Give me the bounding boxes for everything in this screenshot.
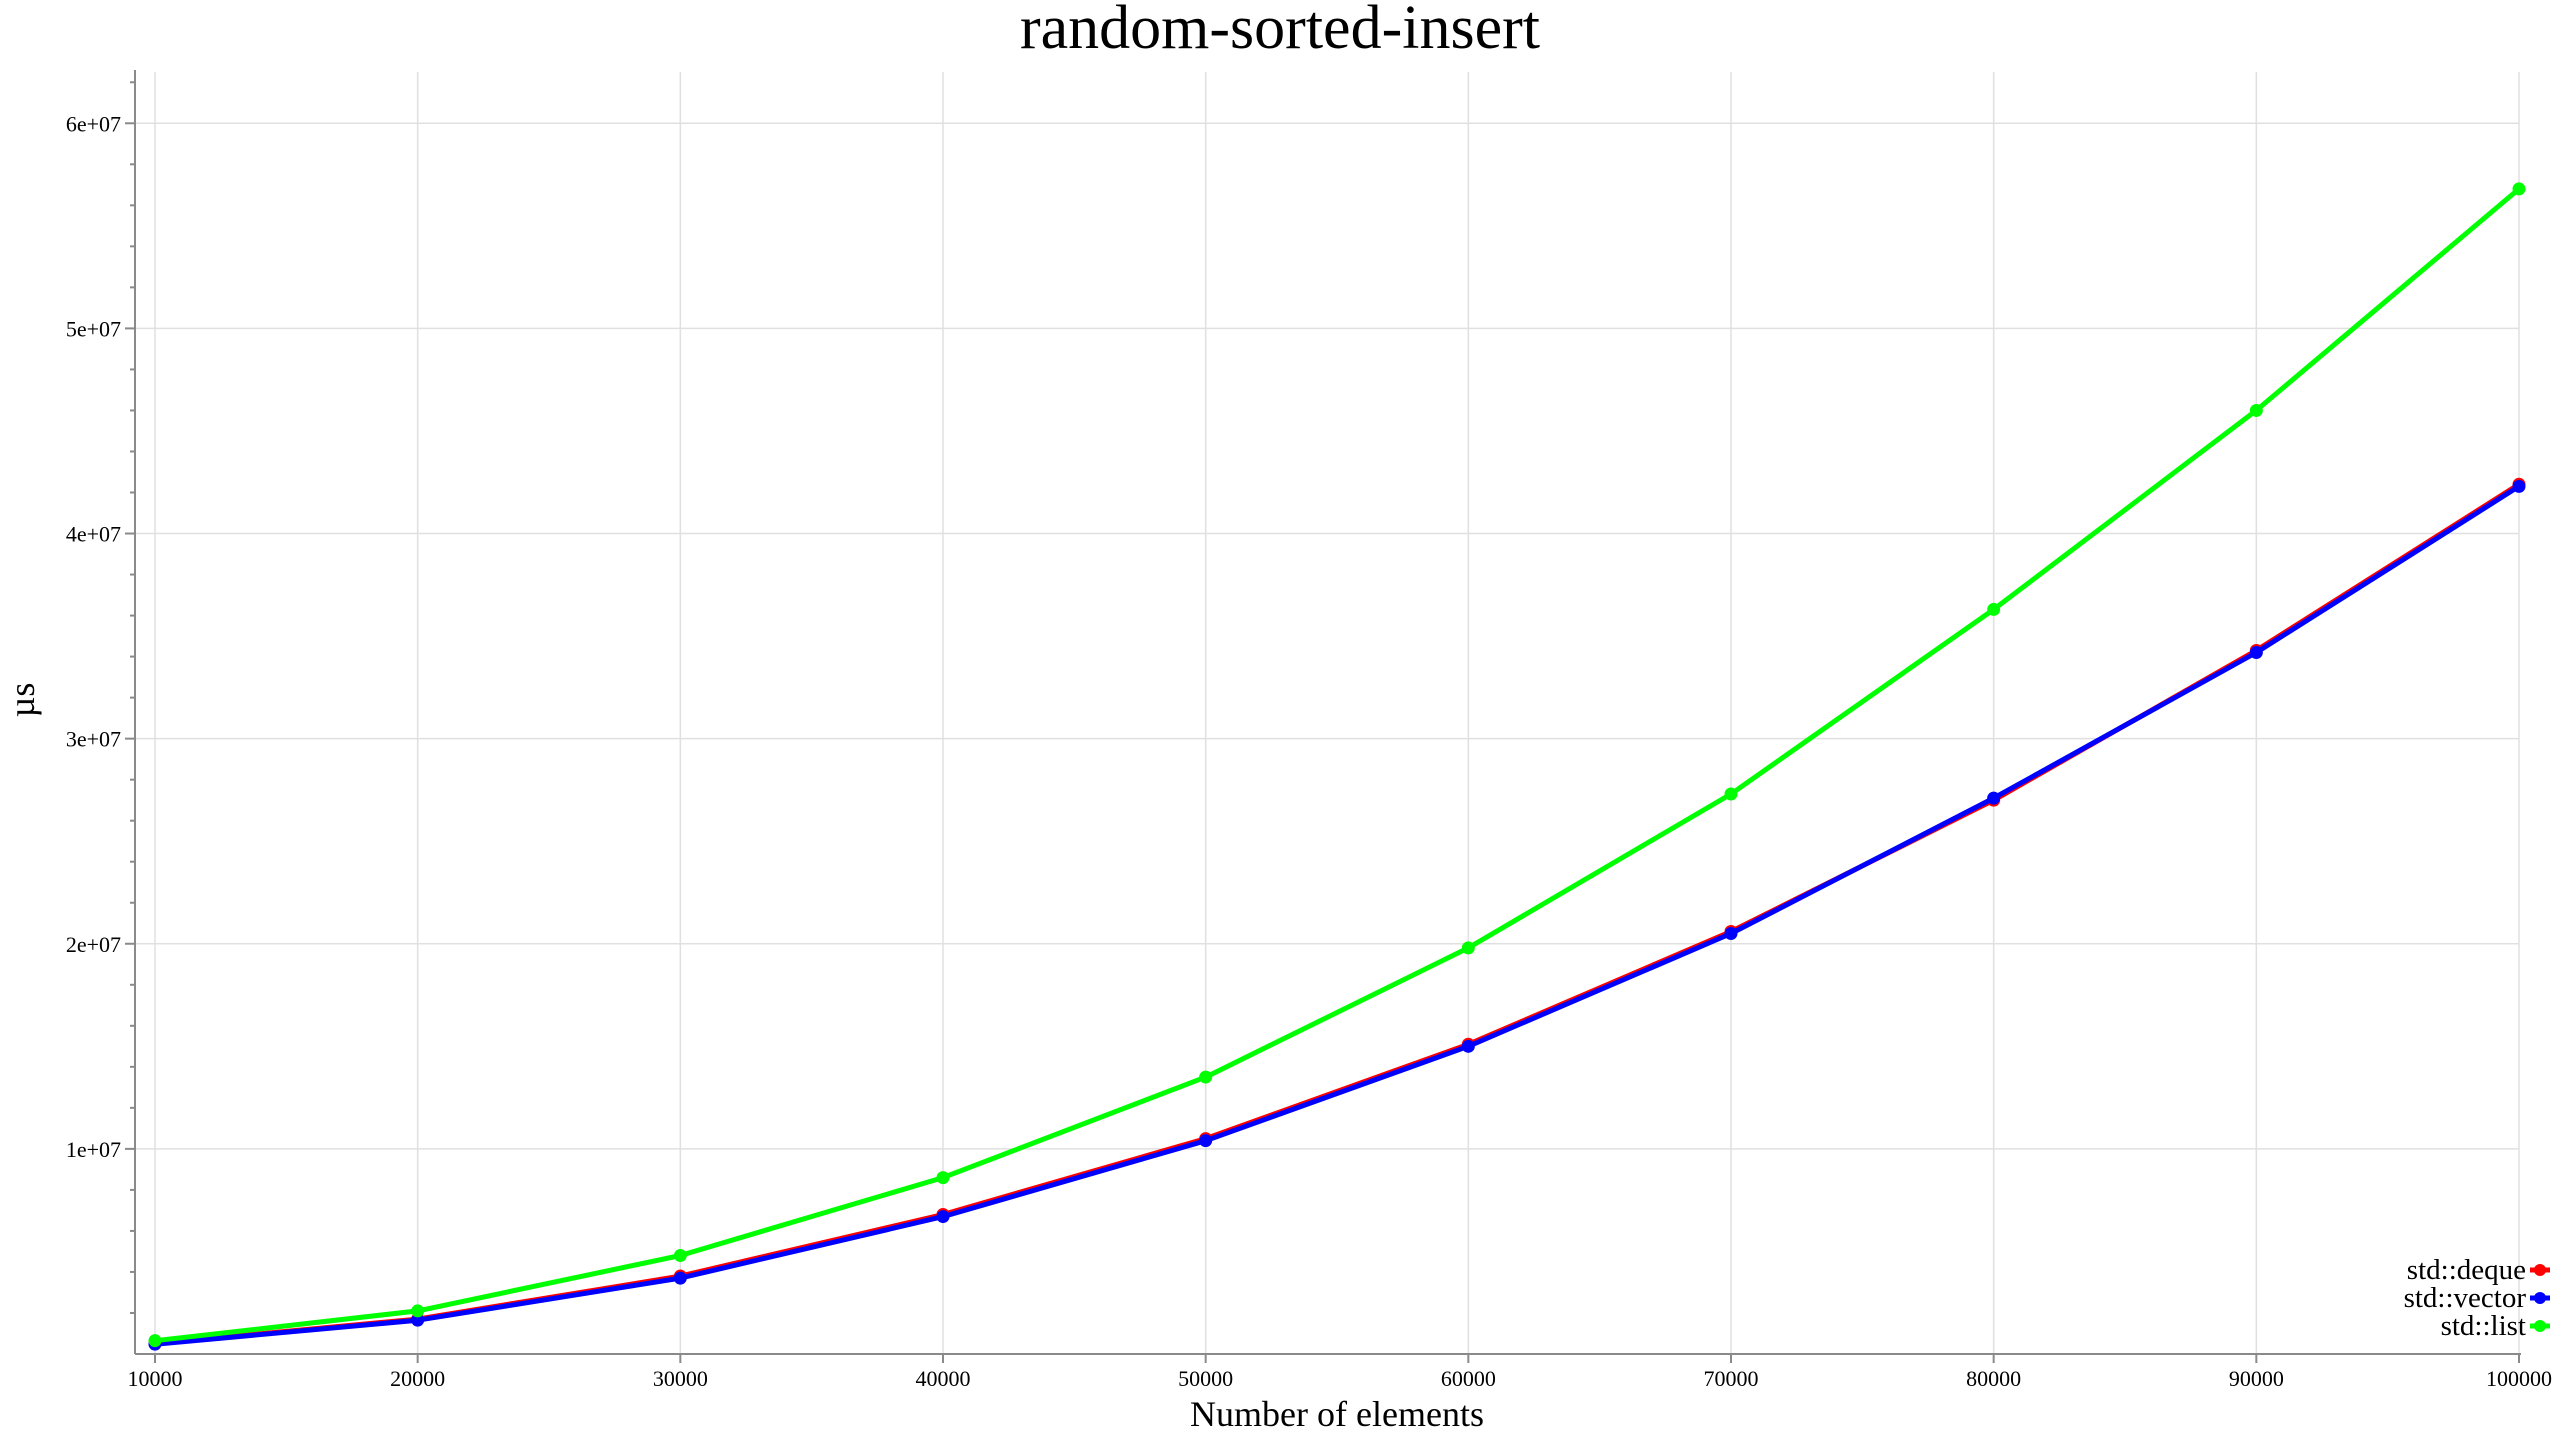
y-tick-label: 1e+07 <box>66 1137 121 1162</box>
chart-title: random-sorted-insert <box>1020 0 1540 62</box>
legend-label: std::vector <box>2404 1282 2527 1314</box>
data-point <box>2249 403 2263 417</box>
y-tick-label: 2e+07 <box>66 932 121 957</box>
x-tick-label: 60000 <box>1441 1366 1496 1391</box>
legend-item: std::list <box>2441 1310 2550 1342</box>
axes: 10000 20000 30000 40000 50000 60000 70000 80000… <box>66 70 2552 1391</box>
data-point <box>936 1171 950 1185</box>
x-tick-label: 70000 <box>1704 1366 1759 1391</box>
data-point <box>1987 791 2001 805</box>
x-tick-label: 20000 <box>390 1366 445 1391</box>
data-point <box>148 1334 162 1348</box>
data-point <box>1199 1134 1213 1148</box>
data-point <box>1461 941 1475 955</box>
data-series <box>148 182 2526 1351</box>
series-2 <box>148 182 2526 1348</box>
data-point <box>2249 645 2263 659</box>
y-tick-label: 4e+07 <box>66 522 121 547</box>
data-point <box>2512 182 2526 196</box>
data-point <box>411 1304 425 1318</box>
data-point <box>1987 602 2001 616</box>
y-tick-label: 5e+07 <box>66 316 121 341</box>
legend-label: std::deque <box>2407 1254 2526 1286</box>
series-line <box>152 481 2522 1347</box>
data-point <box>411 1313 425 1327</box>
x-tick-label: 30000 <box>653 1366 708 1391</box>
series-1 <box>148 479 2526 1351</box>
data-point <box>1724 787 1738 801</box>
x-tick-label: 50000 <box>1178 1366 1233 1391</box>
x-tick-label: 10000 <box>128 1366 183 1391</box>
legend-item: std::deque <box>2407 1254 2550 1286</box>
x-tick-label: 100000 <box>2486 1366 2552 1391</box>
series-line <box>152 483 2522 1347</box>
y-tick-label: 3e+07 <box>66 727 121 752</box>
legend-swatch-point <box>2534 1320 2546 1332</box>
grid-lines <box>135 72 2520 1354</box>
x-tick-label: 40000 <box>916 1366 971 1391</box>
x-tick-label: 90000 <box>2229 1366 2284 1391</box>
legend-swatch-point <box>2534 1264 2546 1276</box>
data-point <box>673 1271 687 1285</box>
data-point <box>1724 927 1738 941</box>
x-tick-label: 80000 <box>1966 1366 2021 1391</box>
legend-item: std::vector <box>2404 1282 2550 1314</box>
data-point <box>1199 1070 1213 1084</box>
data-point <box>2512 479 2526 493</box>
legend-label: std::list <box>2441 1310 2526 1342</box>
legend-swatch-point <box>2534 1292 2546 1304</box>
x-axis-title: Number of elements <box>1190 1394 1484 1434</box>
data-point <box>936 1210 950 1224</box>
series-line <box>152 186 2522 1344</box>
y-axis-title: µs <box>2 683 42 718</box>
y-tick-label: 6e+07 <box>66 111 121 136</box>
data-point <box>1461 1039 1475 1053</box>
data-point <box>673 1249 687 1263</box>
series-0 <box>148 477 2526 1351</box>
